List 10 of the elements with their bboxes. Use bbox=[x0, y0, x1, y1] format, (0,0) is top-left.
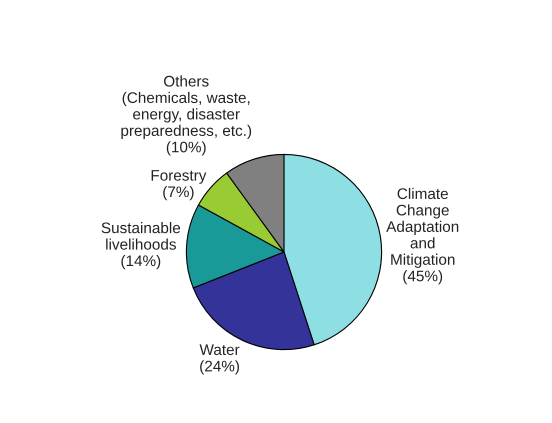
slice-label: Forestry bbox=[152, 170, 206, 184]
data-label: (45%) bbox=[403, 270, 442, 284]
data-label: (10%) bbox=[166, 141, 206, 156]
data-label: (7%) bbox=[163, 186, 194, 200]
slice-label: Others (Chemicals, waste, energy, disaster preparedness, etc.) bbox=[121, 75, 252, 140]
slice-label: Water bbox=[200, 344, 240, 356]
data-label: (24%) bbox=[200, 360, 240, 375]
slice-label: Sustainable livelihoods bbox=[102, 222, 180, 250]
slice-label: Climate Change Adaptation and Mitigation bbox=[386, 188, 458, 268]
data-label: (14%) bbox=[121, 254, 160, 270]
